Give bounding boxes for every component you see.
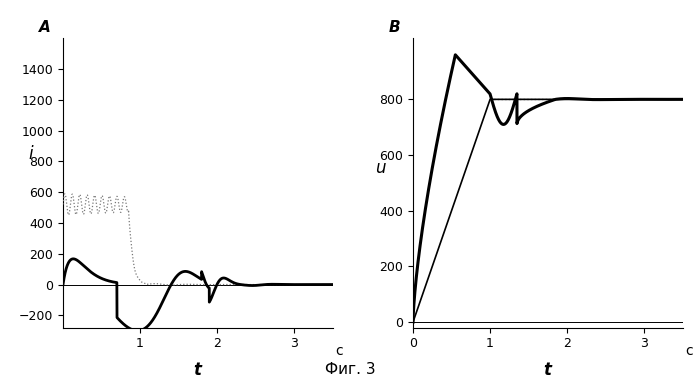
Text: u: u xyxy=(375,159,386,178)
Text: i: i xyxy=(28,145,33,163)
Text: A: A xyxy=(38,20,50,35)
Text: Фиг. 3: Фиг. 3 xyxy=(325,362,375,377)
Text: t: t xyxy=(544,361,552,379)
Text: с: с xyxy=(335,344,343,358)
Text: B: B xyxy=(389,20,400,35)
Text: с: с xyxy=(685,344,693,358)
Text: t: t xyxy=(194,361,202,379)
